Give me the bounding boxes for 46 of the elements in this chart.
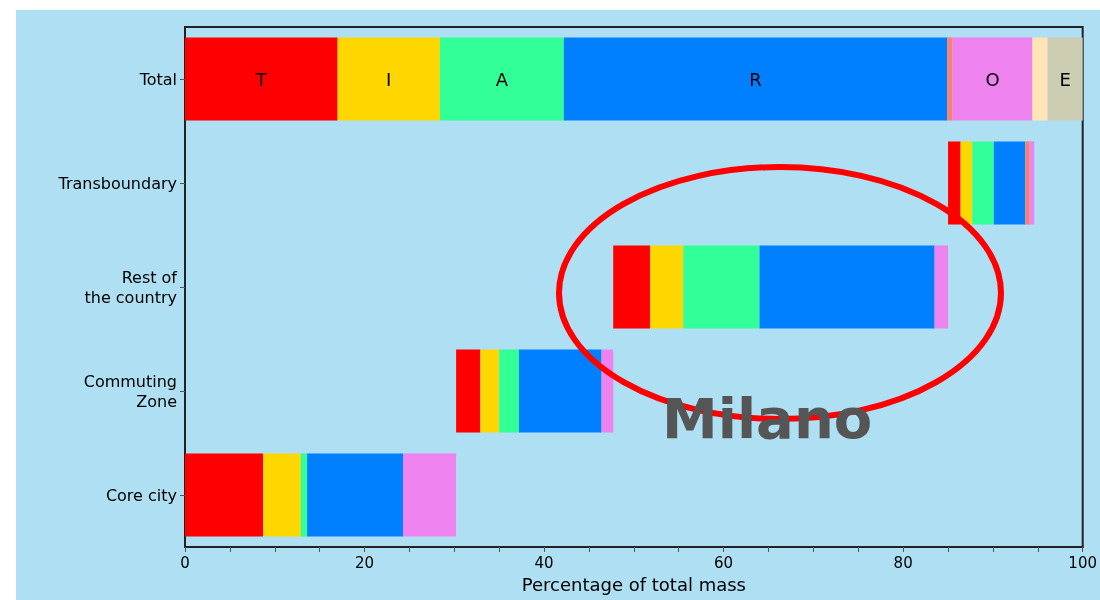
bar	[952, 37, 1033, 121]
bar	[480, 349, 500, 433]
x-tick-label: 60	[714, 553, 734, 572]
bar	[972, 141, 994, 225]
series-label: E	[1059, 68, 1071, 90]
bar	[1032, 37, 1048, 121]
x-tick-label: 80	[893, 553, 913, 572]
series-label: A	[495, 68, 509, 90]
x-tick-label: 0	[180, 553, 190, 572]
series-label: O	[985, 68, 1000, 90]
series-label: I	[386, 68, 392, 90]
y-tick-label: Rest of the country	[84, 267, 178, 307]
y-tick-label: Transboundary	[57, 173, 177, 193]
y-tick-label: Core city	[105, 485, 177, 505]
bar	[518, 349, 602, 433]
bar	[403, 453, 457, 537]
bar	[300, 453, 308, 537]
bar	[263, 453, 301, 537]
bar	[759, 245, 935, 329]
series-label: T	[254, 68, 268, 90]
bar	[683, 245, 760, 329]
bar	[1029, 141, 1035, 225]
bar	[563, 37, 948, 121]
bar	[456, 349, 481, 433]
bar	[934, 245, 949, 329]
bar	[307, 453, 404, 537]
bar	[960, 141, 973, 225]
bar	[185, 37, 338, 121]
bar	[947, 37, 953, 121]
bar	[1047, 37, 1083, 121]
bar	[337, 37, 440, 121]
bar	[439, 37, 564, 121]
x-tick-label: 20	[354, 553, 375, 572]
x-tick-label: 40	[534, 553, 554, 572]
x-tick-label: 100	[1068, 553, 1098, 572]
bar	[499, 349, 519, 433]
y-tick-label: Commuting Zone	[83, 371, 177, 411]
bar	[613, 245, 650, 329]
bar	[650, 245, 684, 329]
x-axis-title: Percentage of total mass	[521, 573, 746, 595]
bar	[993, 141, 1026, 225]
bar	[948, 141, 961, 225]
y-tick-label: Total	[138, 69, 177, 89]
series-label: R	[749, 68, 762, 90]
bar	[1025, 141, 1030, 225]
bar	[185, 453, 264, 537]
